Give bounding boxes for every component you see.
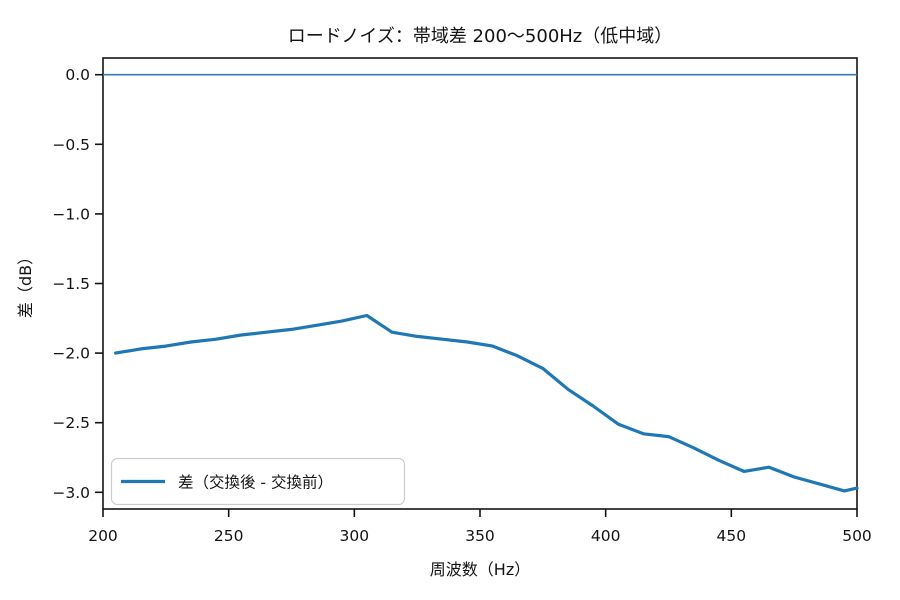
x-tick-label: 200 <box>88 527 118 545</box>
legend-box <box>110 457 406 506</box>
x-axis-ticks: 200 250 300 350 400 450 500 <box>88 509 872 545</box>
y-tick-label: 0.0 <box>65 66 90 84</box>
difference-series-line <box>113 313 859 493</box>
y-tick-label: −1.0 <box>52 205 90 223</box>
x-tick-label: 450 <box>717 527 747 545</box>
chart-title: ロードノイズ：帯域差 200〜500Hz（低中域） <box>288 26 673 47</box>
y-tick-label: −2.5 <box>52 414 90 432</box>
y-tick-label: −0.5 <box>52 136 90 154</box>
legend: 差（交換後 - 交換前） <box>110 457 406 506</box>
x-axis-label: 周波数（Hz） <box>430 560 530 579</box>
legend-label: 差（交換後 - 交換前） <box>178 474 333 492</box>
x-tick-label: 300 <box>340 527 370 545</box>
y-tick-label: −3.0 <box>52 484 90 502</box>
y-axis-ticks: 0.0 −0.5 −1.0 −1.5 −2.0 −2.5 −3.0 <box>52 66 103 502</box>
y-tick-label: −2.0 <box>52 345 90 363</box>
x-tick-label: 250 <box>214 527 244 545</box>
axes-frame <box>102 57 858 510</box>
y-tick-label: −1.5 <box>52 275 90 293</box>
y-axis-label: 差（dB） <box>16 249 35 318</box>
x-tick-label: 500 <box>842 527 872 545</box>
x-tick-label: 350 <box>465 527 495 545</box>
x-tick-label: 400 <box>591 527 621 545</box>
